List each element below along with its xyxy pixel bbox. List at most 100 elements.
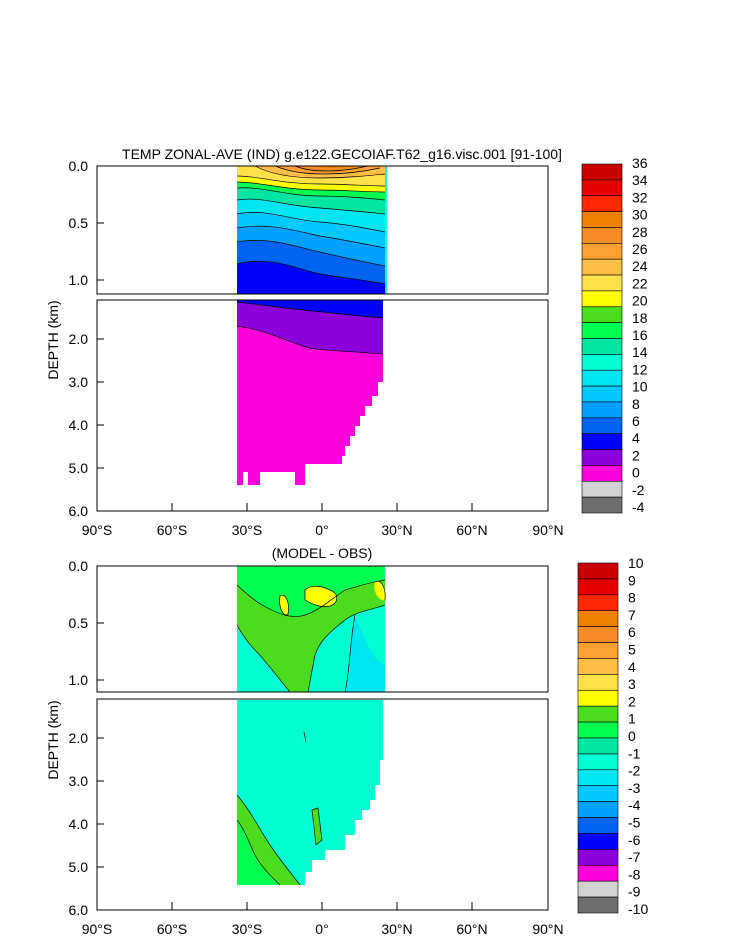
colorbar-swatch bbox=[577, 785, 619, 802]
field-band bbox=[295, 166, 368, 171]
colorbar-label: 10 bbox=[632, 379, 648, 395]
field-band bbox=[237, 300, 383, 318]
colorbar-swatch bbox=[581, 227, 623, 244]
colorbar-swatch bbox=[577, 626, 619, 643]
upper-plot-frame bbox=[96, 565, 549, 693]
field-band bbox=[374, 581, 386, 601]
x-tick-label: 30°S bbox=[232, 921, 263, 937]
colorbar-swatch bbox=[577, 896, 619, 914]
field-band bbox=[345, 615, 385, 692]
colorbar-label: 2 bbox=[628, 693, 636, 709]
field-band bbox=[237, 212, 385, 248]
x-tick-label: 30°N bbox=[381, 921, 412, 937]
colorbar-label: -5 bbox=[628, 815, 641, 831]
colorbar-label: 8 bbox=[628, 590, 636, 606]
colorbar-swatch bbox=[581, 306, 623, 323]
colorbar-label: -8 bbox=[628, 866, 641, 882]
y-tick-label: 4.0 bbox=[69, 816, 89, 832]
colorbar-label: 16 bbox=[632, 327, 648, 343]
colorbar-swatch bbox=[577, 610, 619, 627]
colorbar-label: 20 bbox=[632, 293, 648, 309]
colorbar-swatch bbox=[577, 833, 619, 850]
colorbar-label: 3 bbox=[628, 676, 636, 692]
colorbar-label: 0 bbox=[632, 465, 640, 481]
colorbar-label: 14 bbox=[632, 344, 648, 360]
colorbar-label: 7 bbox=[628, 607, 636, 623]
y-ticks-upper: 0.0 0.5 1.0 bbox=[69, 558, 104, 688]
colorbar-swatch bbox=[577, 578, 619, 596]
colorbar-swatch bbox=[577, 689, 619, 707]
y-ticks-upper: 0.0 0.5 1.0 bbox=[69, 158, 104, 288]
y-tick-label: 0.5 bbox=[69, 615, 89, 631]
x-tick-label: 30°S bbox=[232, 522, 263, 538]
colorbar-swatch bbox=[577, 753, 619, 771]
colorbar-label: 36 bbox=[632, 155, 648, 171]
field-band bbox=[237, 182, 385, 200]
field-band bbox=[237, 199, 385, 232]
lower-field bbox=[236, 300, 384, 485]
colorbar-label: -7 bbox=[628, 849, 641, 865]
y-ticks-lower: 2.0 3.0 4.0 5.0 6.0 bbox=[69, 331, 104, 519]
x-tick-label: 90°S bbox=[82, 921, 113, 937]
colorbar-swatch bbox=[577, 721, 619, 739]
colorbar-swatch bbox=[581, 354, 623, 371]
colorbar-swatch bbox=[581, 322, 623, 339]
colorbar-label: -3 bbox=[628, 780, 641, 796]
colorbar-swatch bbox=[577, 562, 619, 580]
colorbar-swatch bbox=[581, 496, 623, 514]
colorbar-label: -2 bbox=[632, 482, 645, 498]
colorbar-label: -2 bbox=[628, 763, 641, 779]
x-tick-label: 0° bbox=[315, 921, 328, 937]
y-tick-label: 3.0 bbox=[69, 773, 89, 789]
y-tick-label: 2.0 bbox=[69, 730, 89, 746]
colorbar-label: 6 bbox=[628, 624, 636, 640]
field-band bbox=[237, 700, 383, 885]
y-tick-label: 1.0 bbox=[69, 272, 89, 288]
colorbar-swatch bbox=[581, 290, 623, 308]
colorbar-label: 6 bbox=[632, 413, 640, 429]
colorbar-swatch bbox=[581, 179, 623, 197]
colorbar-swatch bbox=[581, 465, 623, 482]
panel-title: TEMP ZONAL-AVE (IND) g.e122.GECOIAF.T62_… bbox=[122, 146, 562, 162]
x-tick-label: 60°N bbox=[456, 522, 487, 538]
contour-lines bbox=[236, 579, 386, 693]
colorbar-label: 10 bbox=[628, 555, 644, 571]
colorbar-swatch bbox=[581, 163, 623, 181]
y-tick-label: 5.0 bbox=[69, 859, 89, 875]
y-axis-label: DEPTH (km) bbox=[45, 300, 61, 379]
colorbar-label: 26 bbox=[632, 241, 648, 257]
panel-title: (MODEL - OBS) bbox=[272, 545, 373, 561]
y-tick-label: 2.0 bbox=[69, 331, 89, 347]
colorbar-label: 24 bbox=[632, 258, 648, 274]
colorbar-swatch bbox=[581, 417, 623, 434]
x-tick-label: 0° bbox=[315, 522, 328, 538]
colorbar-swatch bbox=[581, 449, 623, 466]
colorbar-swatch bbox=[581, 369, 623, 387]
contour-lines bbox=[236, 301, 384, 355]
colorbar-swatch bbox=[581, 338, 623, 355]
colorbar-swatch bbox=[581, 258, 623, 276]
colorbar-label: -1 bbox=[628, 745, 641, 761]
colorbar-label: 32 bbox=[632, 189, 648, 205]
colorbar-label: -10 bbox=[628, 901, 648, 917]
x-tick-label: 90°N bbox=[532, 522, 563, 538]
field-band bbox=[312, 808, 322, 845]
y-tick-label: 5.0 bbox=[69, 460, 89, 476]
colorbar-label: 8 bbox=[632, 396, 640, 412]
y-tick-label: 6.0 bbox=[69, 902, 89, 918]
y-tick-label: 4.0 bbox=[69, 417, 89, 433]
panel-temperature: TEMP ZONAL-AVE (IND) g.e122.GECOIAF.T62_… bbox=[45, 146, 648, 538]
colorbar-swatch bbox=[581, 243, 623, 260]
colorbar-swatch bbox=[577, 658, 619, 675]
upper-field bbox=[236, 165, 387, 294]
x-ticks: 90°S 60°S 30°S 0° 30°N 60°N 90°N bbox=[82, 503, 564, 538]
colorbar-swatch bbox=[581, 211, 623, 228]
field-band bbox=[237, 187, 385, 214]
colorbar-label: 18 bbox=[632, 310, 648, 326]
x-tick-label: 60°N bbox=[456, 921, 487, 937]
colorbar-label: 0 bbox=[628, 728, 636, 744]
contour-lines bbox=[236, 731, 323, 886]
x-tick-label: 60°S bbox=[157, 522, 188, 538]
y-ticks-lower: 2.0 3.0 4.0 5.0 6.0 bbox=[69, 730, 104, 918]
